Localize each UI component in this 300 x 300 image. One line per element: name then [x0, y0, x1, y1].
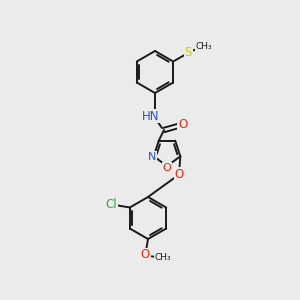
Text: O: O	[175, 168, 184, 181]
Text: CH₃: CH₃	[196, 42, 212, 51]
Text: CH₃: CH₃	[155, 254, 171, 262]
Text: O: O	[140, 248, 150, 262]
Text: HN: HN	[142, 110, 160, 122]
Text: S: S	[184, 46, 192, 59]
Text: O: O	[178, 118, 188, 130]
Text: O: O	[163, 163, 171, 173]
Text: Cl: Cl	[105, 198, 117, 211]
Text: N: N	[148, 152, 156, 162]
